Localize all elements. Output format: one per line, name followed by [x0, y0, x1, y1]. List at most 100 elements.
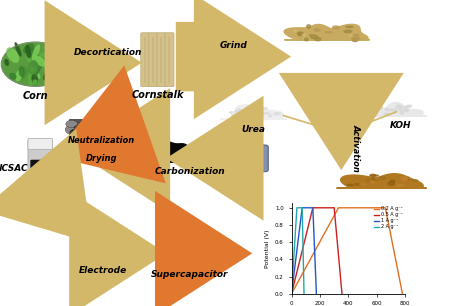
Ellipse shape: [379, 177, 385, 180]
Polygon shape: [133, 140, 228, 162]
Ellipse shape: [400, 112, 403, 114]
Ellipse shape: [391, 180, 395, 182]
0.2 A g⁻¹: [289, 292, 294, 296]
Ellipse shape: [333, 26, 339, 29]
Ellipse shape: [51, 73, 58, 84]
0.2 A g⁻¹: [336, 206, 341, 210]
Text: Drying: Drying: [86, 154, 117, 162]
Ellipse shape: [241, 111, 245, 113]
Ellipse shape: [372, 178, 379, 180]
Line: 1 A g⁻¹: 1 A g⁻¹: [292, 208, 316, 294]
Circle shape: [99, 129, 113, 137]
Ellipse shape: [355, 184, 362, 185]
Ellipse shape: [302, 34, 306, 36]
Ellipse shape: [404, 106, 410, 108]
0.2 A g⁻¹: [400, 292, 405, 296]
Ellipse shape: [237, 117, 239, 118]
Circle shape: [74, 144, 83, 150]
Circle shape: [250, 152, 257, 156]
FancyBboxPatch shape: [141, 33, 150, 87]
Ellipse shape: [352, 38, 359, 41]
Circle shape: [79, 119, 93, 128]
Circle shape: [65, 124, 82, 135]
FancyBboxPatch shape: [69, 119, 116, 150]
Ellipse shape: [36, 57, 44, 66]
Circle shape: [1, 42, 70, 86]
Ellipse shape: [44, 70, 50, 80]
Ellipse shape: [252, 106, 256, 109]
Ellipse shape: [294, 30, 297, 32]
Circle shape: [66, 144, 77, 151]
1 A g⁻¹: [310, 206, 316, 210]
Line: 2 A g⁻¹: 2 A g⁻¹: [292, 208, 304, 294]
Ellipse shape: [325, 32, 332, 33]
Ellipse shape: [371, 181, 374, 183]
Circle shape: [104, 127, 113, 132]
Ellipse shape: [54, 72, 63, 79]
Ellipse shape: [392, 109, 397, 111]
Text: Supercapacitor: Supercapacitor: [151, 270, 228, 279]
Circle shape: [84, 136, 92, 141]
Ellipse shape: [171, 247, 208, 264]
Ellipse shape: [406, 177, 410, 181]
Ellipse shape: [399, 109, 402, 110]
Ellipse shape: [265, 112, 270, 114]
2 A g⁻¹: [294, 206, 300, 210]
Line: 0.2 A g⁻¹: 0.2 A g⁻¹: [292, 208, 402, 294]
Ellipse shape: [396, 185, 404, 187]
FancyBboxPatch shape: [30, 160, 50, 192]
Ellipse shape: [28, 48, 38, 59]
Ellipse shape: [350, 35, 355, 36]
Circle shape: [97, 125, 111, 134]
Circle shape: [72, 138, 82, 144]
Circle shape: [102, 123, 118, 133]
Ellipse shape: [50, 58, 56, 68]
0.5 A g⁻¹: [310, 206, 316, 210]
Ellipse shape: [314, 29, 320, 31]
Ellipse shape: [29, 75, 32, 85]
Circle shape: [255, 152, 262, 156]
Ellipse shape: [43, 58, 53, 68]
Ellipse shape: [385, 108, 388, 110]
FancyBboxPatch shape: [28, 139, 53, 195]
Ellipse shape: [401, 177, 408, 180]
Ellipse shape: [51, 68, 58, 79]
Ellipse shape: [16, 70, 22, 81]
Ellipse shape: [307, 25, 310, 28]
Ellipse shape: [235, 111, 239, 113]
Ellipse shape: [33, 80, 37, 84]
Ellipse shape: [403, 109, 409, 112]
Circle shape: [74, 126, 80, 129]
Text: Urea: Urea: [242, 125, 265, 134]
FancyBboxPatch shape: [165, 33, 174, 87]
Ellipse shape: [407, 105, 412, 107]
Circle shape: [77, 142, 90, 150]
Ellipse shape: [376, 107, 380, 110]
Ellipse shape: [7, 48, 18, 62]
1 A g⁻¹: [300, 206, 305, 210]
Ellipse shape: [360, 184, 364, 185]
Ellipse shape: [258, 113, 264, 115]
2 A g⁻¹: [301, 292, 307, 296]
Circle shape: [74, 141, 82, 146]
Ellipse shape: [274, 113, 281, 115]
Ellipse shape: [28, 66, 40, 78]
Ellipse shape: [61, 60, 65, 63]
Ellipse shape: [51, 69, 57, 82]
Text: NCSAC: NCSAC: [0, 164, 28, 173]
Circle shape: [77, 136, 91, 144]
2 A g⁻¹: [300, 206, 305, 210]
Ellipse shape: [371, 175, 378, 176]
Polygon shape: [220, 105, 287, 119]
Ellipse shape: [26, 54, 30, 62]
Ellipse shape: [404, 178, 407, 181]
Ellipse shape: [24, 44, 34, 53]
Ellipse shape: [315, 38, 321, 41]
Ellipse shape: [55, 61, 65, 74]
Text: Corn: Corn: [23, 91, 48, 101]
1 A g⁻¹: [313, 292, 319, 296]
Ellipse shape: [32, 74, 37, 84]
Text: KOH: KOH: [390, 121, 411, 130]
Ellipse shape: [310, 35, 318, 39]
FancyBboxPatch shape: [28, 138, 53, 149]
